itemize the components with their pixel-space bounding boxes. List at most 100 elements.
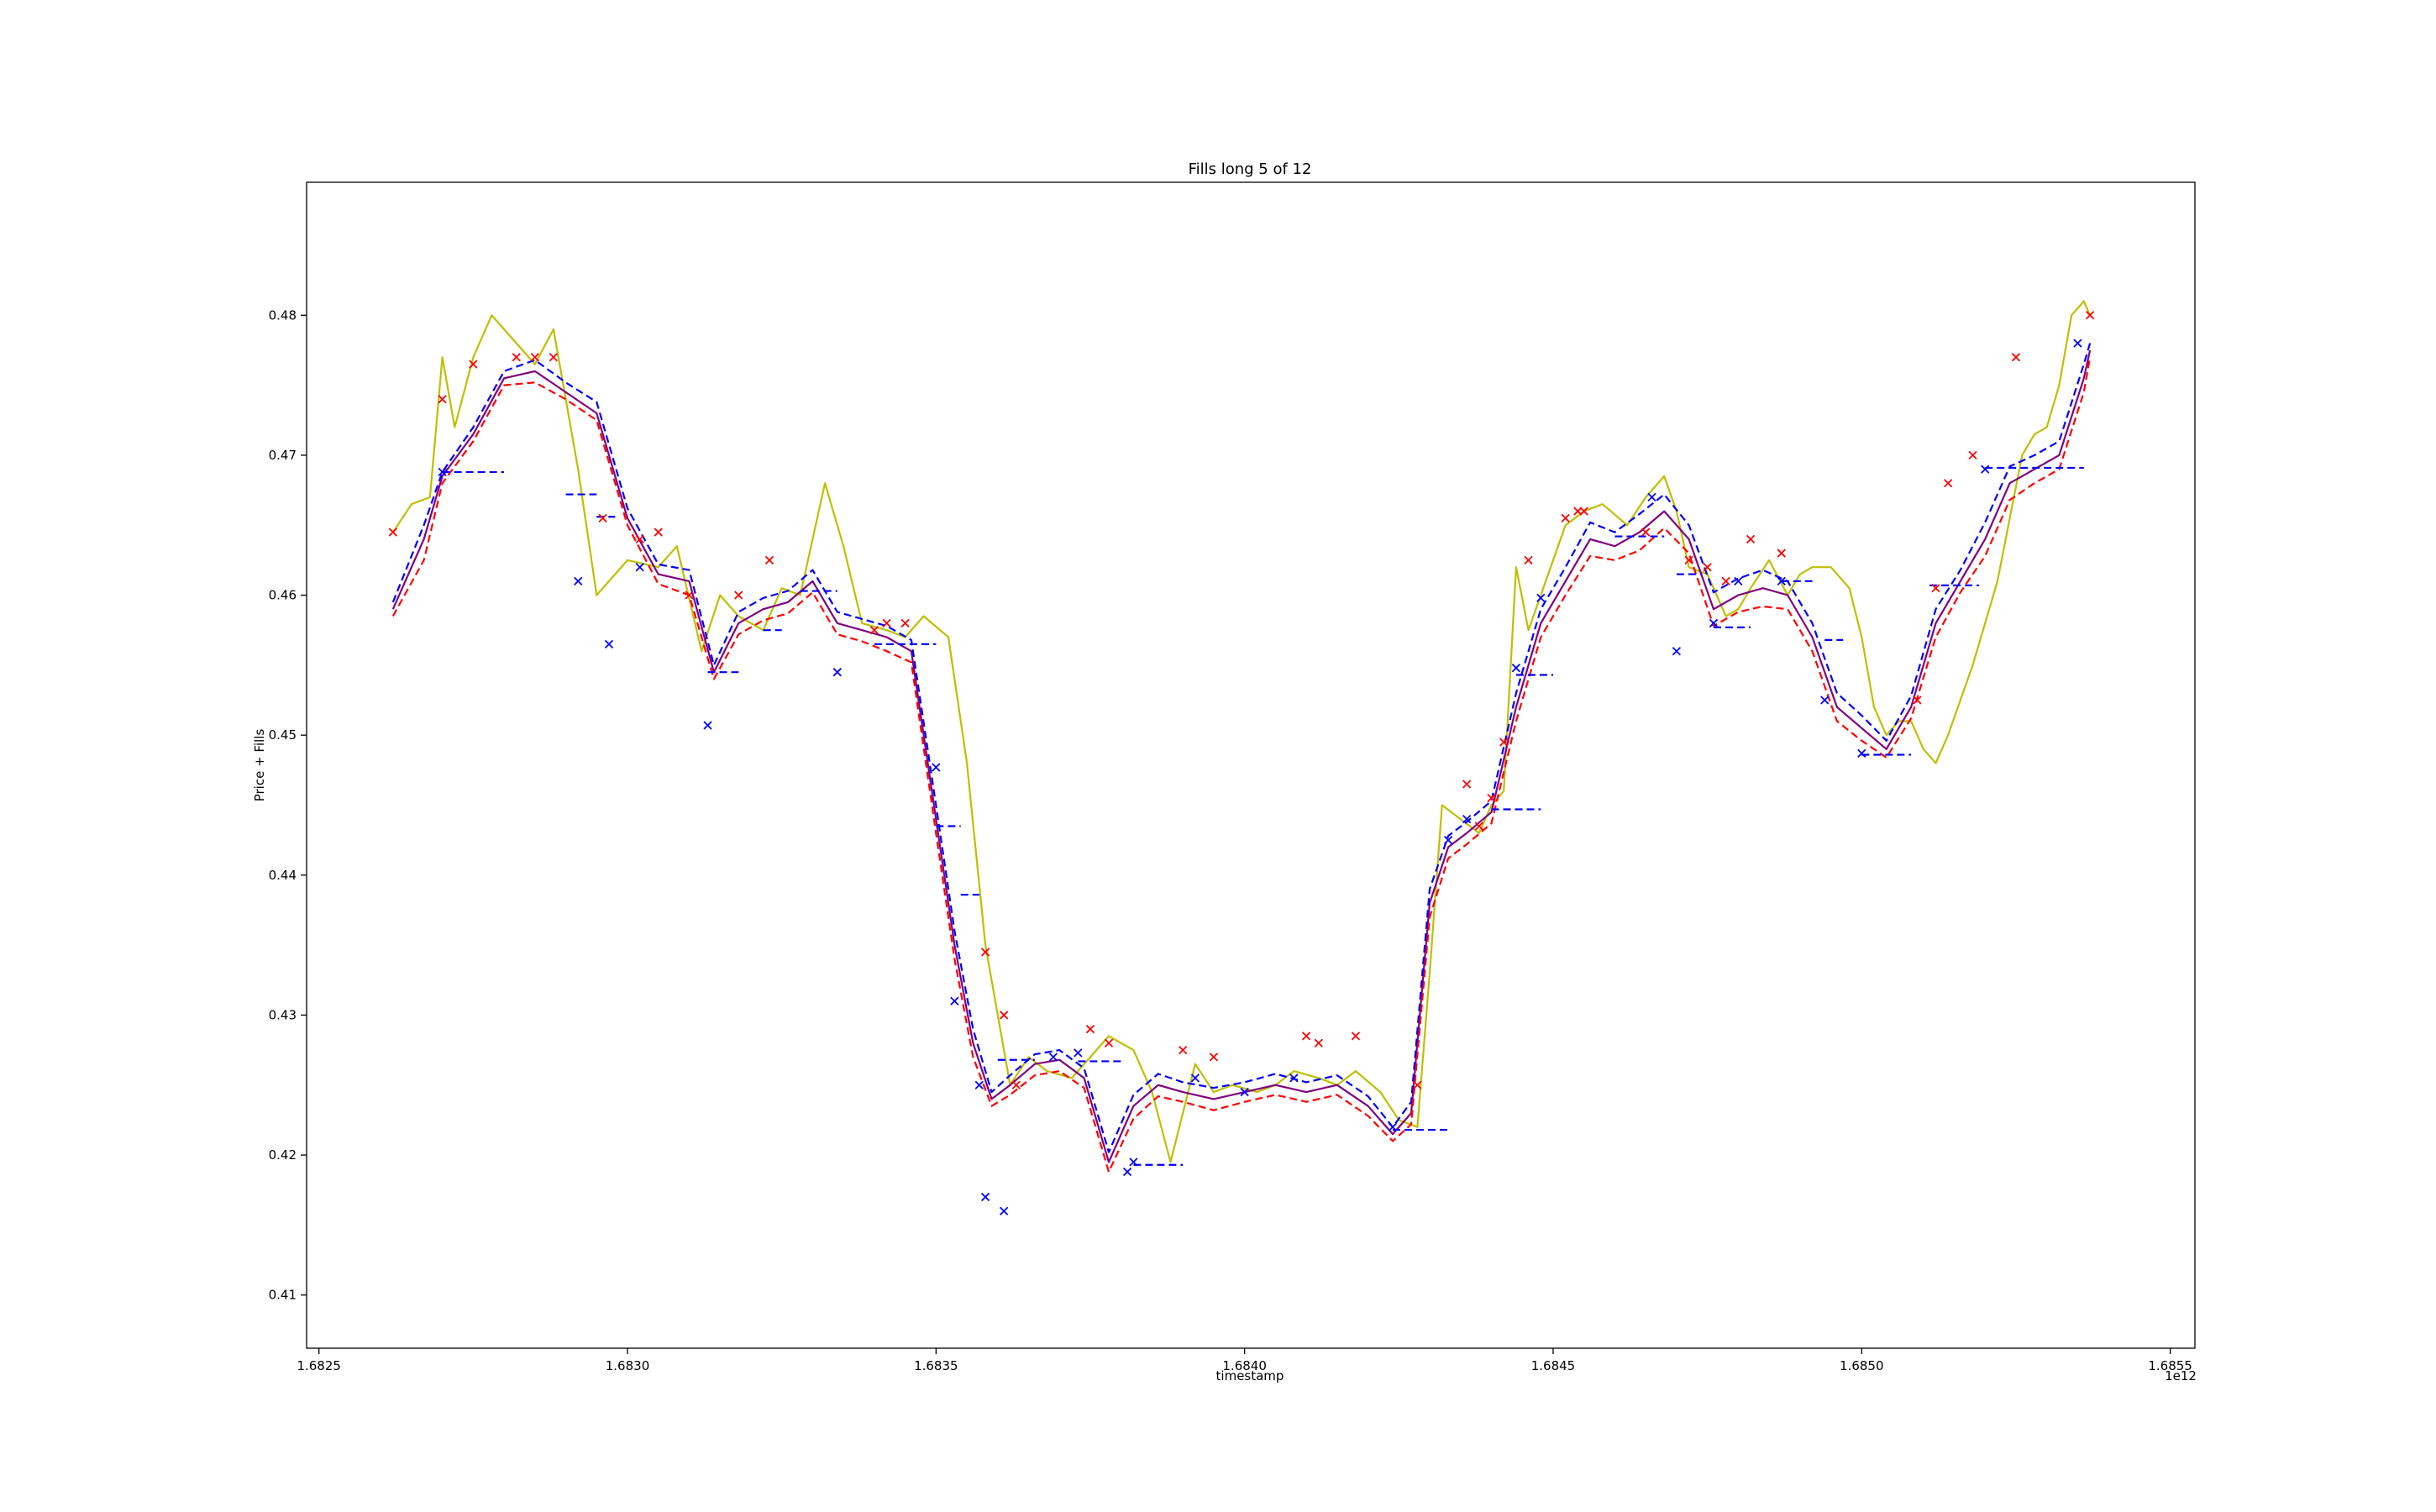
- buy-fill-marker: [438, 467, 447, 477]
- sell-fill-marker: [1209, 1053, 1219, 1062]
- chart-title: Fills long 5 of 12: [1189, 160, 1312, 178]
- sell-fill-marker: [1913, 696, 1922, 705]
- buy-fill-marker: [574, 576, 583, 586]
- buy-fill-marker: [1647, 492, 1656, 502]
- buy-fill-marker: [980, 1192, 990, 1202]
- buy-fill-marker: [1000, 1206, 1009, 1215]
- y-tick-label: 0.45: [269, 727, 297, 743]
- sell-fill-marker: [2011, 353, 2021, 362]
- sell-fill-marker: [1474, 822, 1483, 831]
- sell-fill-marker: [1301, 1032, 1311, 1041]
- sell-fill-marker: [1524, 555, 1533, 565]
- sell-fill-marker: [1641, 528, 1651, 537]
- sell-fill-marker: [734, 591, 743, 600]
- buy-fill-marker: [1388, 1122, 1398, 1131]
- sell-fill-marker: [388, 528, 397, 537]
- sell-fill-marker: [1413, 1080, 1422, 1089]
- sell-fill-marker: [530, 353, 539, 362]
- sell-fill-marker: [1746, 534, 1756, 544]
- y-axis: 0.41 0.42 0.43 0.44 0.45 0.46 0.47 0.48: [269, 307, 307, 1303]
- sell-fill-marker: [635, 534, 644, 544]
- sell-fill-marker: [438, 395, 447, 404]
- x-tick-label: 1.6840: [1222, 1358, 1267, 1373]
- sell-fill-marker: [1000, 1011, 1009, 1020]
- y-axis-label: Price + Fills: [252, 729, 267, 802]
- sell-fill-marker: [1085, 1024, 1095, 1034]
- y-tick-label: 0.42: [269, 1147, 297, 1163]
- sell-fill-marker: [685, 591, 694, 600]
- sell-fill-marker: [1684, 555, 1693, 565]
- x-tick-label: 1.6830: [606, 1358, 650, 1373]
- buy-fill-marker: [1240, 1087, 1249, 1097]
- sell-fill-marker: [1487, 794, 1496, 803]
- sell-fill-marker: [1931, 584, 1940, 593]
- buy-fill-marker: [1709, 618, 1719, 628]
- ema-line-blue-dashed: [391, 343, 2092, 1153]
- sell-fill-marker: [980, 948, 990, 957]
- sell-fill-marker: [1179, 1045, 1188, 1055]
- sell-fill-marker: [549, 353, 558, 362]
- buy-fill-marker: [950, 996, 959, 1005]
- buy-fill-marker: [1820, 696, 1830, 705]
- sell-fill-marker: [1462, 780, 1472, 789]
- buy-fill-marker: [1048, 1053, 1058, 1062]
- sell-fill-marker: [1314, 1038, 1323, 1047]
- sell-fill-marker: [900, 618, 910, 628]
- sell-fill-marker: [1561, 513, 1570, 523]
- buy-fill-marker: [1511, 664, 1521, 673]
- ema-line-red-dashed: [391, 357, 2092, 1173]
- sell-fill-marker: [1011, 1080, 1021, 1089]
- buy-fill-marker: [1443, 836, 1453, 845]
- sell-fill-marker: [869, 626, 879, 635]
- buy-fill-marker: [604, 639, 614, 649]
- y-tick-label: 0.47: [269, 448, 297, 463]
- x-tick-label: 1.6845: [1531, 1358, 1576, 1373]
- ema-line-solid: [391, 349, 2092, 1163]
- sell-fill-marker: [598, 513, 607, 523]
- x-axis-label: timestamp: [1216, 1368, 1284, 1383]
- buy-fill-marker: [1777, 576, 1786, 586]
- buy-fill-marker: [1536, 593, 1546, 603]
- buy-fill-marker: [974, 1080, 984, 1089]
- plot-area: [388, 300, 2095, 1215]
- buy-fill-marker: [1462, 815, 1472, 824]
- buy-fill-marker: [1981, 465, 1990, 474]
- x-tick-label: 1.6835: [914, 1358, 958, 1373]
- buy-fill-marker: [1074, 1048, 1083, 1058]
- sell-fill-marker: [512, 353, 521, 362]
- y-tick-label: 0.43: [269, 1007, 297, 1022]
- axes-frame: [306, 181, 2196, 1349]
- sell-fill-marker: [1968, 450, 1977, 460]
- sell-fill-marker: [1104, 1038, 1114, 1047]
- sell-fill-marker: [1351, 1032, 1361, 1041]
- buy-fill-marker: [1734, 576, 1743, 586]
- sell-fill-marker: [882, 618, 891, 628]
- x-tick-label: 1.6850: [1840, 1358, 1884, 1373]
- sell-fill-marker: [469, 360, 478, 369]
- sell-fill-marker: [1579, 507, 1588, 516]
- y-tick-label: 0.44: [269, 868, 297, 883]
- sell-fill-marker: [2085, 311, 2095, 320]
- x-axis-offset-label: 1e12: [2165, 1368, 2197, 1383]
- y-tick-label: 0.48: [269, 307, 297, 323]
- buy-fill-marker: [1672, 647, 1682, 656]
- buy-fill-marker: [832, 668, 842, 677]
- buy-fill-marker: [703, 721, 712, 730]
- buy-fill-marker: [1190, 1074, 1200, 1083]
- sell-fill-marker: [1944, 479, 1953, 488]
- buy-fill-marker: [1129, 1158, 1138, 1167]
- y-tick-label: 0.41: [269, 1288, 297, 1303]
- y-tick-label: 0.46: [269, 588, 297, 603]
- sell-fill-marker: [1499, 738, 1509, 747]
- buy-fill-marker: [635, 563, 644, 572]
- sell-fill-marker: [1721, 576, 1730, 586]
- sell-fill-marker: [1777, 549, 1786, 558]
- buy-fill-marker: [2073, 339, 2082, 348]
- buy-fill-marker: [1289, 1074, 1299, 1083]
- buy-fill-marker: [932, 763, 941, 772]
- sell-fill-marker: [764, 555, 774, 565]
- sell-fill-marker: [654, 528, 663, 537]
- x-tick-label: 1.6825: [297, 1358, 341, 1373]
